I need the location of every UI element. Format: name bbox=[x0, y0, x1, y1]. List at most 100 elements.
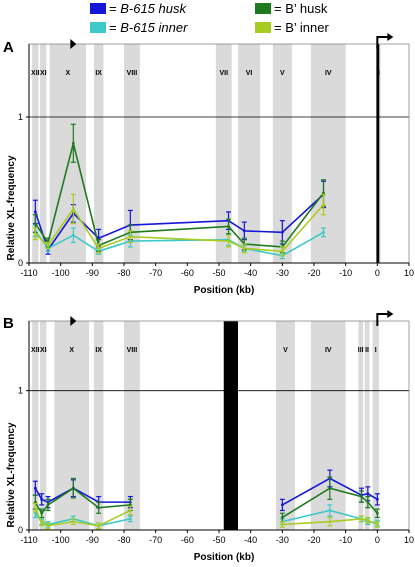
tss-black-bar-0 bbox=[376, 44, 380, 263]
data-point bbox=[33, 210, 37, 214]
legend-swatch-b615-inner bbox=[90, 22, 106, 33]
data-point bbox=[328, 486, 332, 490]
legend-label-b615-inner: B-615 inner bbox=[120, 20, 188, 35]
region-band-xii bbox=[32, 321, 39, 530]
x-tick-label: -10 bbox=[339, 268, 352, 278]
region-label-viii: VIII bbox=[127, 347, 138, 354]
data-point bbox=[242, 229, 246, 233]
legend: = B-615 husk = B-615 inner = B’ husk = B… bbox=[90, 1, 329, 35]
data-point bbox=[227, 225, 230, 228]
legend-swatch-b615-husk bbox=[90, 3, 106, 14]
data-point bbox=[128, 235, 132, 239]
region-band-ii bbox=[364, 321, 370, 530]
region-band-vi bbox=[238, 44, 261, 263]
region-band-v bbox=[276, 321, 295, 530]
data-point bbox=[128, 509, 132, 512]
data-point bbox=[33, 222, 37, 225]
legend-prefix: = bbox=[109, 20, 120, 35]
legend-prefix: = bbox=[274, 1, 285, 16]
x-tick-label: -40 bbox=[244, 535, 257, 545]
region-band-iv bbox=[310, 321, 346, 530]
orientation-marker-icon bbox=[70, 39, 77, 49]
chart-panel-a: XII XI X IX VIII VII VI V IV I-110 -100 -90 -80 -70 -6… bbox=[6, 33, 414, 296]
data-point bbox=[322, 230, 325, 234]
data-point bbox=[40, 521, 44, 525]
data-point bbox=[71, 486, 75, 490]
data-point bbox=[33, 500, 37, 504]
chart-panel-b: XII XI X IX VIII VII V IV III II I-110 -100 -90 -80 -7… bbox=[6, 310, 414, 563]
y-tick-label: 0 bbox=[18, 258, 23, 268]
svg-text:= B-615 inner: = B-615 inner bbox=[109, 20, 188, 35]
region-band-vii bbox=[215, 44, 232, 263]
y-axis-title: Relative XL-frequency bbox=[6, 422, 17, 527]
x-tick-label: -30 bbox=[276, 535, 289, 545]
region-band-viii bbox=[124, 321, 140, 530]
x-tick-label: -90 bbox=[86, 268, 99, 278]
data-point bbox=[375, 523, 379, 526]
region-label-iii: III bbox=[358, 347, 364, 354]
data-point bbox=[322, 191, 325, 195]
x-tick-label: -110 bbox=[20, 268, 37, 278]
legend-entry-b615-husk: = B-615 husk bbox=[90, 1, 187, 16]
tss-arrowhead-icon bbox=[387, 310, 394, 318]
region-band-xi bbox=[40, 44, 47, 263]
region-label-viii: VIII bbox=[127, 70, 138, 77]
x-tick-label: -90 bbox=[86, 535, 99, 545]
data-point bbox=[33, 232, 37, 236]
series-line-b-615-husk-0 bbox=[34, 487, 131, 504]
region-label-ix: IX bbox=[95, 347, 102, 354]
series-b-husk bbox=[32, 476, 380, 523]
data-point bbox=[360, 517, 363, 521]
panel-letter-b: B bbox=[3, 315, 14, 332]
series-b-inner bbox=[32, 502, 380, 530]
legend-prefix: = bbox=[274, 20, 285, 35]
y-tick-label: 0 bbox=[18, 525, 23, 535]
data-point bbox=[375, 511, 379, 515]
region-label-xi: XI bbox=[40, 70, 47, 77]
tss-arrow-icon bbox=[376, 36, 389, 49]
region-label-x: X bbox=[69, 347, 74, 354]
region-band-xi bbox=[40, 321, 47, 530]
region-band-vii bbox=[223, 321, 238, 530]
legend-prefix: = bbox=[109, 1, 120, 16]
series-line-b-husk-0 bbox=[34, 487, 131, 515]
data-point bbox=[128, 517, 132, 521]
region-label-v: V bbox=[280, 70, 285, 77]
x-tick-label: -10 bbox=[339, 535, 352, 545]
region-label-i: I bbox=[375, 347, 377, 354]
orientation-marker-icon bbox=[70, 316, 77, 326]
region-label-ix: IX bbox=[95, 70, 102, 77]
x-tick-label: -20 bbox=[307, 535, 320, 545]
data-point bbox=[97, 247, 101, 250]
region-label-iv: IV bbox=[325, 70, 332, 77]
region-band-x bbox=[49, 44, 86, 263]
data-point bbox=[280, 230, 284, 234]
x-tick-label: -50 bbox=[212, 535, 225, 545]
region-label-i: I bbox=[378, 70, 380, 77]
series-b-inner bbox=[32, 193, 326, 257]
x-tick-label: 10 bbox=[404, 268, 414, 278]
data-point bbox=[71, 520, 75, 524]
region-label-xi: XI bbox=[40, 347, 47, 354]
region-band-ix bbox=[93, 321, 104, 530]
x-tick-label: 0 bbox=[375, 268, 380, 278]
data-point bbox=[328, 509, 332, 512]
region-label-ii: II bbox=[365, 347, 369, 354]
legend-entry-bprime-inner: = B’ inner bbox=[255, 20, 329, 35]
data-point bbox=[128, 503, 132, 507]
data-point bbox=[366, 500, 370, 504]
data-point bbox=[46, 524, 50, 528]
data-point bbox=[71, 207, 75, 211]
data-point bbox=[375, 497, 379, 501]
data-point bbox=[366, 518, 370, 522]
data-point bbox=[280, 523, 284, 526]
legend-label-b615-husk: B-615 husk bbox=[120, 1, 187, 16]
data-point bbox=[97, 506, 101, 510]
tss-arrow-icon bbox=[376, 313, 389, 326]
x-tick-label: -50 bbox=[212, 268, 225, 278]
region-band-xii bbox=[32, 44, 39, 263]
region-band-viii bbox=[124, 44, 140, 263]
tss-arrowhead-icon bbox=[387, 33, 394, 41]
data-point bbox=[46, 244, 50, 247]
